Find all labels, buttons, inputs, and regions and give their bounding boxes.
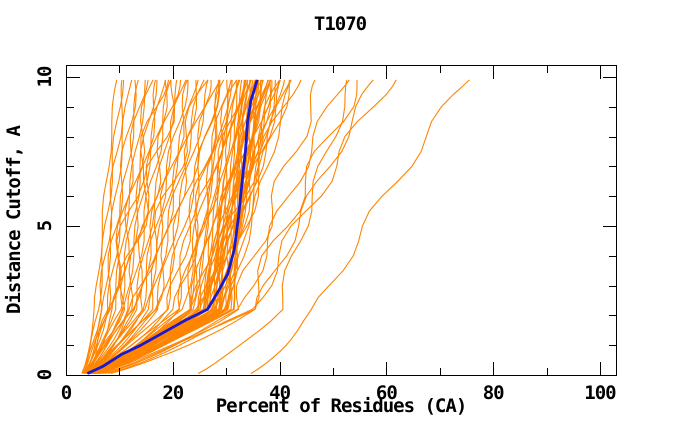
model-curve [82, 79, 149, 374]
model-curve [250, 79, 470, 374]
model-curve [89, 79, 221, 374]
model-curve [88, 79, 240, 375]
model-curve [108, 79, 397, 375]
model-curve [110, 79, 374, 375]
model-curve [86, 79, 198, 374]
model-curve [87, 79, 189, 374]
x-tick-label: 20 [162, 382, 184, 404]
y-tick-label: 10 [34, 66, 56, 88]
model-curve [98, 79, 270, 375]
model-curve [84, 79, 168, 374]
model-curve [88, 79, 205, 374]
model-curve [87, 79, 209, 374]
model-curve [82, 79, 137, 374]
x-axis-label: Percent of Residues (CA) [215, 395, 468, 417]
chart-title: T1070 [313, 13, 367, 35]
model-curve [102, 79, 358, 375]
model-curve [86, 79, 172, 374]
model-curve [85, 79, 212, 374]
model-curve [83, 79, 125, 374]
model-curve [197, 79, 348, 374]
model-curve [87, 79, 221, 374]
model-curve [85, 79, 133, 374]
x-tick-label: 40 [269, 382, 291, 404]
model-curve [104, 79, 350, 375]
y-tick-label: 0 [34, 369, 56, 381]
model-curve [88, 79, 220, 374]
x-tick-label: 0 [60, 382, 72, 404]
x-tick-label: 60 [375, 382, 398, 404]
model-curve [99, 79, 316, 375]
y-tick-label: 5 [34, 220, 56, 232]
reference-curve [86, 79, 259, 375]
model-curve [92, 79, 252, 375]
x-tick-label: 80 [482, 382, 505, 404]
model-curve [84, 79, 176, 374]
axis-frame-and-ticks [66, 65, 617, 376]
y-axis-label: Distance Cutoff, A [3, 126, 25, 314]
model-curve [84, 79, 182, 374]
x-tick-label: 100 [584, 382, 616, 404]
model-curve [88, 79, 170, 374]
